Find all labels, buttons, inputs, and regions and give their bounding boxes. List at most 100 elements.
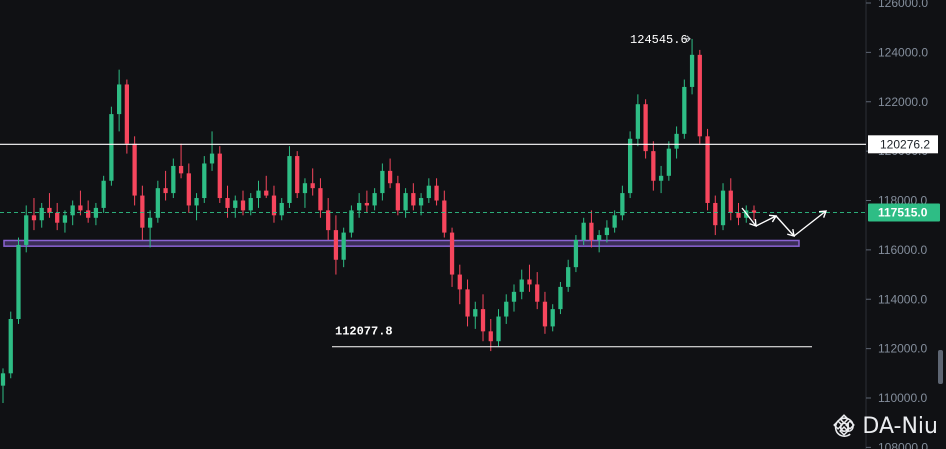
candle (295, 151, 300, 199)
candle-body (194, 198, 199, 206)
candle-body (511, 291, 517, 302)
candle-body (418, 198, 424, 206)
candle-body (465, 289, 470, 317)
candle-body (62, 215, 68, 223)
support-zone-layer (3, 239, 800, 247)
candle (597, 230, 602, 253)
candle-body (488, 331, 493, 342)
candle (8, 311, 13, 379)
candle-body (47, 207, 52, 213)
candle (357, 193, 362, 218)
candle (736, 202, 741, 226)
candle (194, 193, 199, 221)
candle (24, 205, 29, 253)
candle (635, 94, 640, 147)
candle (248, 193, 253, 216)
watermark: @ DA-Niu (833, 414, 938, 439)
candle-body (264, 190, 269, 196)
candle-body (697, 54, 702, 137)
candle-body (387, 170, 393, 184)
candle (47, 193, 52, 218)
candle-body (8, 319, 13, 374)
projection-segment (793, 210, 827, 237)
candle-body (256, 190, 261, 199)
candle (519, 269, 524, 300)
candle-body (627, 138, 633, 194)
candle-body (566, 267, 571, 287)
candle-body (620, 193, 625, 216)
axis-scroll-handle (938, 350, 943, 384)
candle-body (713, 202, 718, 226)
candle-body (643, 104, 648, 152)
candle (418, 193, 424, 216)
projection-arrowhead-icon (818, 210, 828, 218)
y-tick-label: 126000.0 (878, 0, 928, 10)
candle-body (357, 202, 362, 211)
candle (171, 158, 176, 199)
candle (620, 185, 625, 221)
candle-body (573, 240, 579, 268)
candle (751, 205, 757, 221)
candle-body (163, 188, 168, 194)
candle (573, 235, 579, 273)
candle (581, 217, 586, 245)
candle (117, 69, 122, 132)
candle (186, 163, 191, 213)
candle-body (117, 84, 122, 115)
candle-body (720, 190, 726, 226)
candle (132, 136, 137, 206)
candle (101, 175, 106, 213)
candle-body (658, 175, 664, 181)
candle-body (233, 200, 238, 208)
y-tick-label: 116000.0 (878, 243, 927, 257)
candle-body (333, 230, 339, 260)
y-tick-label: 124000.0 (878, 45, 928, 59)
candle-body (70, 205, 75, 216)
candle (155, 180, 160, 223)
watermark-text: @ DA-Niu (833, 414, 938, 439)
candle (271, 185, 277, 223)
candle (442, 190, 447, 238)
candle-body (0, 373, 6, 386)
high-annotation-label: 124545.6 (630, 33, 688, 47)
candle-body (248, 198, 253, 211)
candle-body (140, 195, 145, 228)
candle (558, 281, 563, 315)
y-tick-label: 112000.0 (878, 342, 927, 356)
candle-body (147, 217, 153, 228)
candle-body (86, 210, 91, 218)
candle-body (496, 316, 501, 342)
candle-body (101, 180, 106, 208)
candle (78, 190, 83, 216)
candle (426, 178, 431, 203)
price-axis[interactable]: 126000.0124000.0122000.0120000.0118000.0… (866, 0, 943, 449)
candle-body (449, 232, 455, 275)
candle-body (279, 202, 284, 216)
projection-segment (741, 207, 757, 227)
candle (604, 220, 610, 243)
candle (333, 215, 339, 275)
candle (16, 237, 21, 324)
resistance-price-label: 120276.2 (880, 137, 930, 151)
y-tick-label: 108000.0 (878, 440, 928, 449)
candle (387, 158, 393, 189)
candle (457, 264, 462, 305)
candle (287, 146, 292, 208)
candle (589, 210, 594, 248)
candle-body (597, 235, 602, 240)
candle-body (604, 227, 610, 236)
candle-body (751, 210, 757, 213)
candle-body (209, 153, 215, 164)
projection-path (741, 207, 828, 237)
high-annotation-arrow-icon (684, 35, 691, 43)
candle (364, 190, 370, 213)
candle (527, 264, 532, 292)
candle-body (326, 210, 331, 231)
candle-body (109, 114, 114, 181)
candle-body (666, 148, 671, 176)
candle-body (349, 210, 354, 233)
candle-body (240, 200, 246, 211)
support-zone (3, 239, 800, 247)
